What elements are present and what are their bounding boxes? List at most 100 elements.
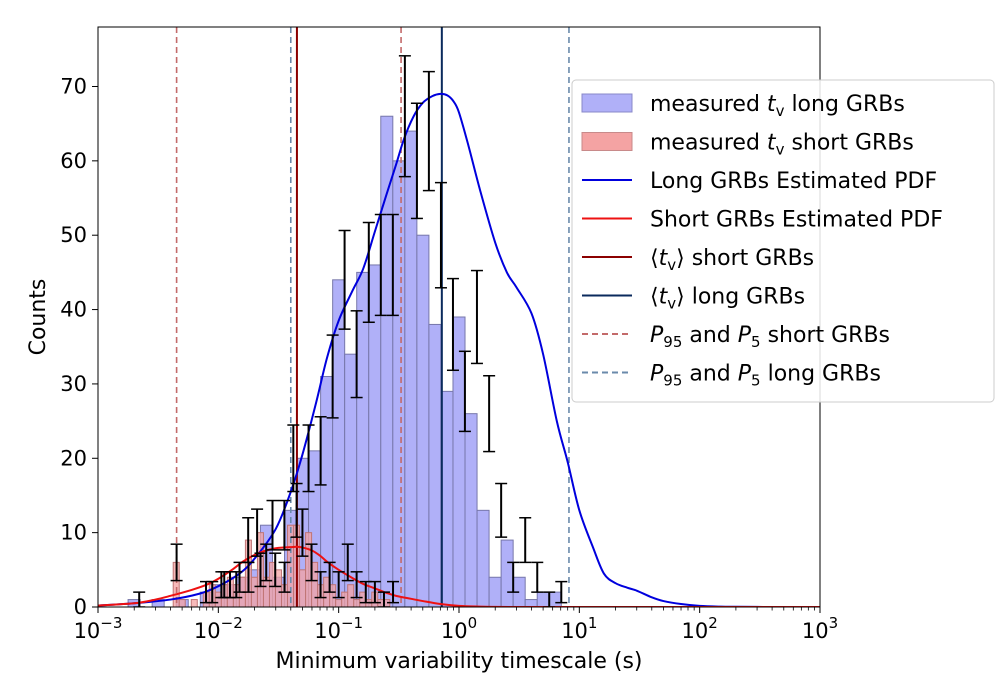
reference-lines <box>175 27 570 607</box>
y-axis-label: Counts <box>26 279 51 356</box>
long-error-bar <box>446 277 459 372</box>
long-bar <box>464 413 478 607</box>
long-bar <box>548 591 562 607</box>
long-error-bar <box>133 591 146 607</box>
y-tick-label: 30 <box>60 372 87 396</box>
long-bar <box>476 509 490 607</box>
x-tick-label: 10−1 <box>314 614 363 643</box>
long-error-bar <box>422 70 435 192</box>
long-error-bar <box>398 55 411 178</box>
legend-label: Short GRBs Estimated PDF <box>650 208 943 233</box>
y-tick-label: 10 <box>60 521 87 545</box>
long-error-bar <box>543 591 556 607</box>
short-error-bar <box>260 543 273 582</box>
long-bar <box>416 234 430 607</box>
x-tick-label: 100 <box>441 614 477 643</box>
short-error-bar <box>269 552 282 588</box>
long-error-bar <box>555 580 568 604</box>
long-error-bar <box>302 424 315 493</box>
x-tick-label: 103 <box>802 614 838 643</box>
short-error-bar <box>368 580 381 604</box>
legend-frame <box>571 79 995 403</box>
long-error-bar <box>326 334 339 419</box>
long-bar <box>428 323 442 607</box>
long-error-bar <box>374 213 387 317</box>
short-error-bar <box>287 424 300 493</box>
short-error-bar <box>251 508 264 557</box>
short-bar <box>262 576 270 607</box>
long-error-bar <box>483 375 496 453</box>
long-error-bar <box>531 561 544 593</box>
legend-label: Long GRBs Estimated PDF <box>650 169 937 194</box>
legend-label: P95 and P5 long GRBs <box>650 362 881 390</box>
short-error-bar <box>223 571 236 599</box>
legend-entry: Long GRBs Estimated PDF <box>582 169 937 194</box>
legend-entry: Short GRBs Estimated PDF <box>582 208 943 233</box>
short-bar <box>274 569 283 607</box>
legend-entry: ⟨tv⟩ short GRBs <box>582 246 814 274</box>
y-tick-label: 20 <box>60 446 87 470</box>
long-bar <box>392 160 406 607</box>
short-error-bar <box>377 591 390 607</box>
x-tick-label: 102 <box>682 614 718 643</box>
long-bar <box>524 599 538 607</box>
short-error-bar <box>387 580 400 604</box>
long-bar <box>380 115 394 607</box>
legend: measured tv long GRBs measured tv short G… <box>571 79 995 403</box>
legend-entry: P95 and P5 short GRBs <box>582 323 890 351</box>
short-bar <box>347 584 355 607</box>
short-error-bar <box>200 580 213 604</box>
legend-swatch <box>581 93 633 113</box>
long-error-bar <box>519 517 532 564</box>
short-bar <box>341 591 349 607</box>
long-bar <box>344 353 358 607</box>
short-error-bar <box>350 571 363 599</box>
y-tick-label: 60 <box>60 149 87 173</box>
long-error-bar <box>458 350 471 433</box>
y-axis-ticks: 0 10 20 30 40 50 60 70 <box>60 74 98 619</box>
short-bar <box>335 599 343 607</box>
y-tick-label: 40 <box>60 298 87 322</box>
legend-label: ⟨tv⟩ short GRBs <box>650 246 814 274</box>
long-error-bar <box>434 181 447 289</box>
long-bar <box>452 316 466 607</box>
legend-entry: P95 and P5 long GRBs <box>582 362 881 390</box>
x-axis-label: Minimum variability timescale (s) <box>275 649 642 674</box>
legend-entry: ⟨tv⟩ long GRBs <box>582 285 805 313</box>
plot-area <box>97 26 821 608</box>
long-bar <box>368 264 382 607</box>
short-error-bar <box>332 571 345 599</box>
short-error-bar <box>341 543 354 582</box>
long-error-bar <box>386 213 399 317</box>
long-bar <box>536 591 550 607</box>
error-bars <box>133 55 568 607</box>
long-bar <box>500 539 514 607</box>
short-error-bar <box>314 571 327 599</box>
short-error-bar <box>296 508 309 557</box>
legend-entry: measured tv long GRBs <box>581 92 905 120</box>
y-tick-label: 0 <box>74 595 87 619</box>
short-error-bar <box>170 543 183 582</box>
long-error-bar <box>507 561 520 593</box>
long-error-bar <box>266 499 279 551</box>
long-grb-bars <box>127 115 562 607</box>
long-error-bar <box>410 102 423 220</box>
short-bar <box>299 569 307 607</box>
long-error-bar <box>278 561 291 593</box>
x-axis-ticks: 10−3 10−2 10−1 100 101 102 103 <box>74 607 838 643</box>
x-tick-label: 10−2 <box>194 614 243 643</box>
long-error-bar <box>470 269 483 365</box>
long-bar <box>404 130 418 607</box>
long-error-bar <box>338 229 351 330</box>
y-tick-label: 70 <box>60 74 87 98</box>
long-error-bar <box>495 482 508 538</box>
short-error-bar <box>305 543 318 582</box>
short-error-bar <box>242 517 255 564</box>
long-pdf-curve <box>98 92 820 607</box>
short-bar <box>178 599 186 607</box>
legend-label: P95 and P5 short GRBs <box>650 323 890 351</box>
long-bar <box>488 576 502 607</box>
x-tick-label: 101 <box>561 614 597 643</box>
legend-label: ⟨tv⟩ long GRBs <box>650 285 805 313</box>
